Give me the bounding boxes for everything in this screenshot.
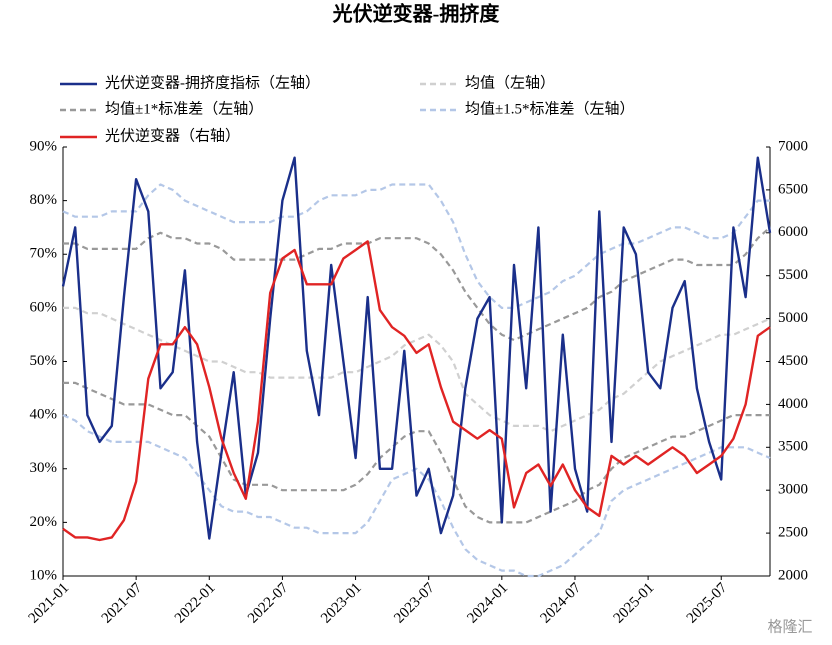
y-tick-label: 30%: [30, 460, 58, 476]
y-tick-label: 60%: [30, 299, 58, 315]
x-tick-label: 2022-01: [172, 580, 219, 627]
y2-tick-label: 2500: [778, 525, 808, 541]
x-tick-label: 2021-07: [99, 580, 146, 627]
legend-label: 光伏逆变器-拥挤度指标（左轴）: [105, 74, 320, 91]
series-line: [62, 240, 771, 542]
y-tick-label: 70%: [30, 246, 58, 262]
series-line-lower: [63, 381, 770, 524]
x-tick-label: 2024-07: [538, 580, 585, 627]
y2-tick-label: 6500: [778, 181, 808, 197]
series-line: [61, 156, 772, 540]
x-tick-label: 2022-07: [245, 580, 292, 627]
legend-label: 均值±1*标准差（左轴）: [105, 100, 263, 117]
series-line: [63, 226, 771, 342]
legend-label: 均值（左轴）: [465, 74, 555, 91]
x-tick-label: 2023-01: [318, 580, 365, 627]
x-tick-label: 2024-01: [464, 580, 511, 627]
watermark: 格隆汇: [767, 618, 812, 635]
y2-tick-label: 2000: [778, 567, 808, 583]
y2-tick-label: 4000: [778, 396, 808, 412]
y-tick-label: 90%: [30, 138, 58, 154]
x-tick-label: 2025-07: [684, 580, 731, 627]
series-line-lower: [62, 414, 771, 578]
y-tick-label: 10%: [30, 567, 58, 583]
legend-label: 光伏逆变器（右轴）: [105, 127, 240, 144]
y2-tick-label: 7000: [778, 138, 808, 154]
y2-tick-label: 5000: [778, 310, 808, 326]
legend-label: 均值±1.5*标准差（左轴）: [465, 100, 634, 117]
y2-tick-label: 3000: [778, 482, 808, 498]
y-tick-label: 80%: [30, 192, 58, 208]
x-tick-label: 2025-01: [611, 580, 658, 627]
y2-tick-label: 6000: [778, 224, 808, 240]
y-tick-label: 50%: [30, 353, 58, 369]
y2-tick-label: 4500: [778, 353, 808, 369]
y-tick-label: 40%: [30, 407, 58, 423]
x-tick-label: 2023-07: [391, 580, 438, 627]
x-tick-label: 2021-01: [26, 580, 73, 627]
y2-tick-label: 5500: [778, 267, 808, 283]
y2-tick-label: 3500: [778, 439, 808, 455]
series-line: [62, 183, 770, 309]
y-tick-label: 20%: [30, 514, 58, 530]
chart-title: 光伏逆变器-拥挤度: [332, 2, 501, 26]
